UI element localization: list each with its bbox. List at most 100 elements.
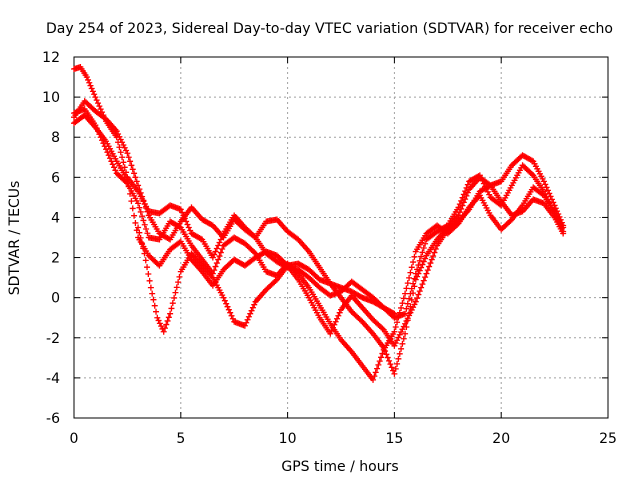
data-point xyxy=(418,253,425,260)
x-tick-label: 10 xyxy=(279,431,297,447)
data-point xyxy=(391,370,398,377)
data-point xyxy=(396,309,403,316)
data-point xyxy=(408,306,415,313)
data-point xyxy=(133,178,140,185)
data-point xyxy=(411,301,418,308)
series-s3 xyxy=(71,106,567,383)
data-point xyxy=(228,312,235,319)
series-s5 xyxy=(135,224,398,335)
data-point xyxy=(406,312,413,319)
data-point xyxy=(391,328,398,335)
data-point xyxy=(410,304,417,311)
data-point xyxy=(428,256,435,263)
data-point xyxy=(406,274,413,281)
data-point xyxy=(216,253,223,260)
data-point xyxy=(251,233,258,240)
data-point xyxy=(402,330,409,337)
data-point xyxy=(379,325,386,332)
data-point xyxy=(414,295,421,302)
data-point xyxy=(251,249,258,256)
data-point xyxy=(172,289,179,296)
data-point xyxy=(540,178,547,185)
data-point xyxy=(137,234,144,241)
data-point xyxy=(109,161,116,168)
y-tick-label: 10 xyxy=(42,90,60,106)
data-point xyxy=(212,248,219,255)
data-point xyxy=(430,253,437,260)
data-point xyxy=(168,305,175,312)
data-point xyxy=(128,198,135,205)
data-point xyxy=(156,320,163,327)
data-point xyxy=(165,314,172,321)
data-point xyxy=(197,235,204,242)
data-point xyxy=(327,330,334,337)
data-point xyxy=(176,273,183,280)
data-point xyxy=(543,184,550,191)
data-point xyxy=(411,283,418,290)
data-point xyxy=(155,261,162,268)
data-point xyxy=(464,181,471,188)
y-tick-label: 4 xyxy=(51,210,60,226)
data-point xyxy=(333,315,340,322)
data-point xyxy=(247,310,254,317)
data-point xyxy=(423,270,430,277)
data-point xyxy=(211,251,218,258)
data-point xyxy=(404,300,411,307)
data-point xyxy=(560,230,567,237)
y-tick-label: 8 xyxy=(51,130,60,146)
series-s2 xyxy=(71,98,567,377)
data-point xyxy=(411,253,418,260)
data-point xyxy=(328,327,335,334)
data-point xyxy=(375,361,382,368)
data-point xyxy=(105,152,112,159)
y-tick-label: -4 xyxy=(46,371,60,387)
data-point xyxy=(91,91,98,98)
data-point xyxy=(410,290,417,297)
data-point xyxy=(217,249,224,256)
data-point xyxy=(528,171,535,178)
data-point xyxy=(140,217,147,224)
data-point xyxy=(358,293,365,300)
data-point xyxy=(539,191,546,198)
data-point xyxy=(136,229,143,236)
data-point xyxy=(241,322,248,329)
data-point xyxy=(187,227,194,234)
data-point xyxy=(229,315,236,322)
data-point xyxy=(213,245,220,252)
data-point xyxy=(400,335,407,342)
data-point xyxy=(86,79,93,86)
data-point xyxy=(155,317,162,324)
data-point xyxy=(184,221,191,228)
y-tick-label: 6 xyxy=(51,170,60,186)
data-point xyxy=(398,329,405,336)
data-point xyxy=(163,321,170,328)
data-point xyxy=(173,284,180,291)
data-point xyxy=(145,271,152,278)
data-point xyxy=(410,280,417,287)
data-point xyxy=(394,319,401,326)
data-point xyxy=(85,76,92,83)
data-point xyxy=(329,324,336,331)
data-point xyxy=(414,266,421,273)
data-point xyxy=(164,317,171,324)
data-point xyxy=(183,218,190,225)
data-point xyxy=(143,204,150,211)
data-point xyxy=(117,149,124,156)
data-point xyxy=(387,361,394,368)
data-point xyxy=(137,189,144,196)
data-point xyxy=(420,245,427,252)
data-point xyxy=(399,326,406,333)
data-point xyxy=(407,309,414,316)
data-point xyxy=(463,192,470,199)
data-point xyxy=(131,170,138,177)
data-point xyxy=(92,94,99,101)
data-point xyxy=(209,254,216,261)
data-point xyxy=(412,276,419,283)
data-point xyxy=(144,230,151,237)
data-point xyxy=(220,294,227,301)
data-point xyxy=(418,264,425,271)
data-point xyxy=(216,239,223,246)
data-point xyxy=(399,340,406,347)
data-point xyxy=(141,221,148,228)
data-point xyxy=(416,288,423,295)
